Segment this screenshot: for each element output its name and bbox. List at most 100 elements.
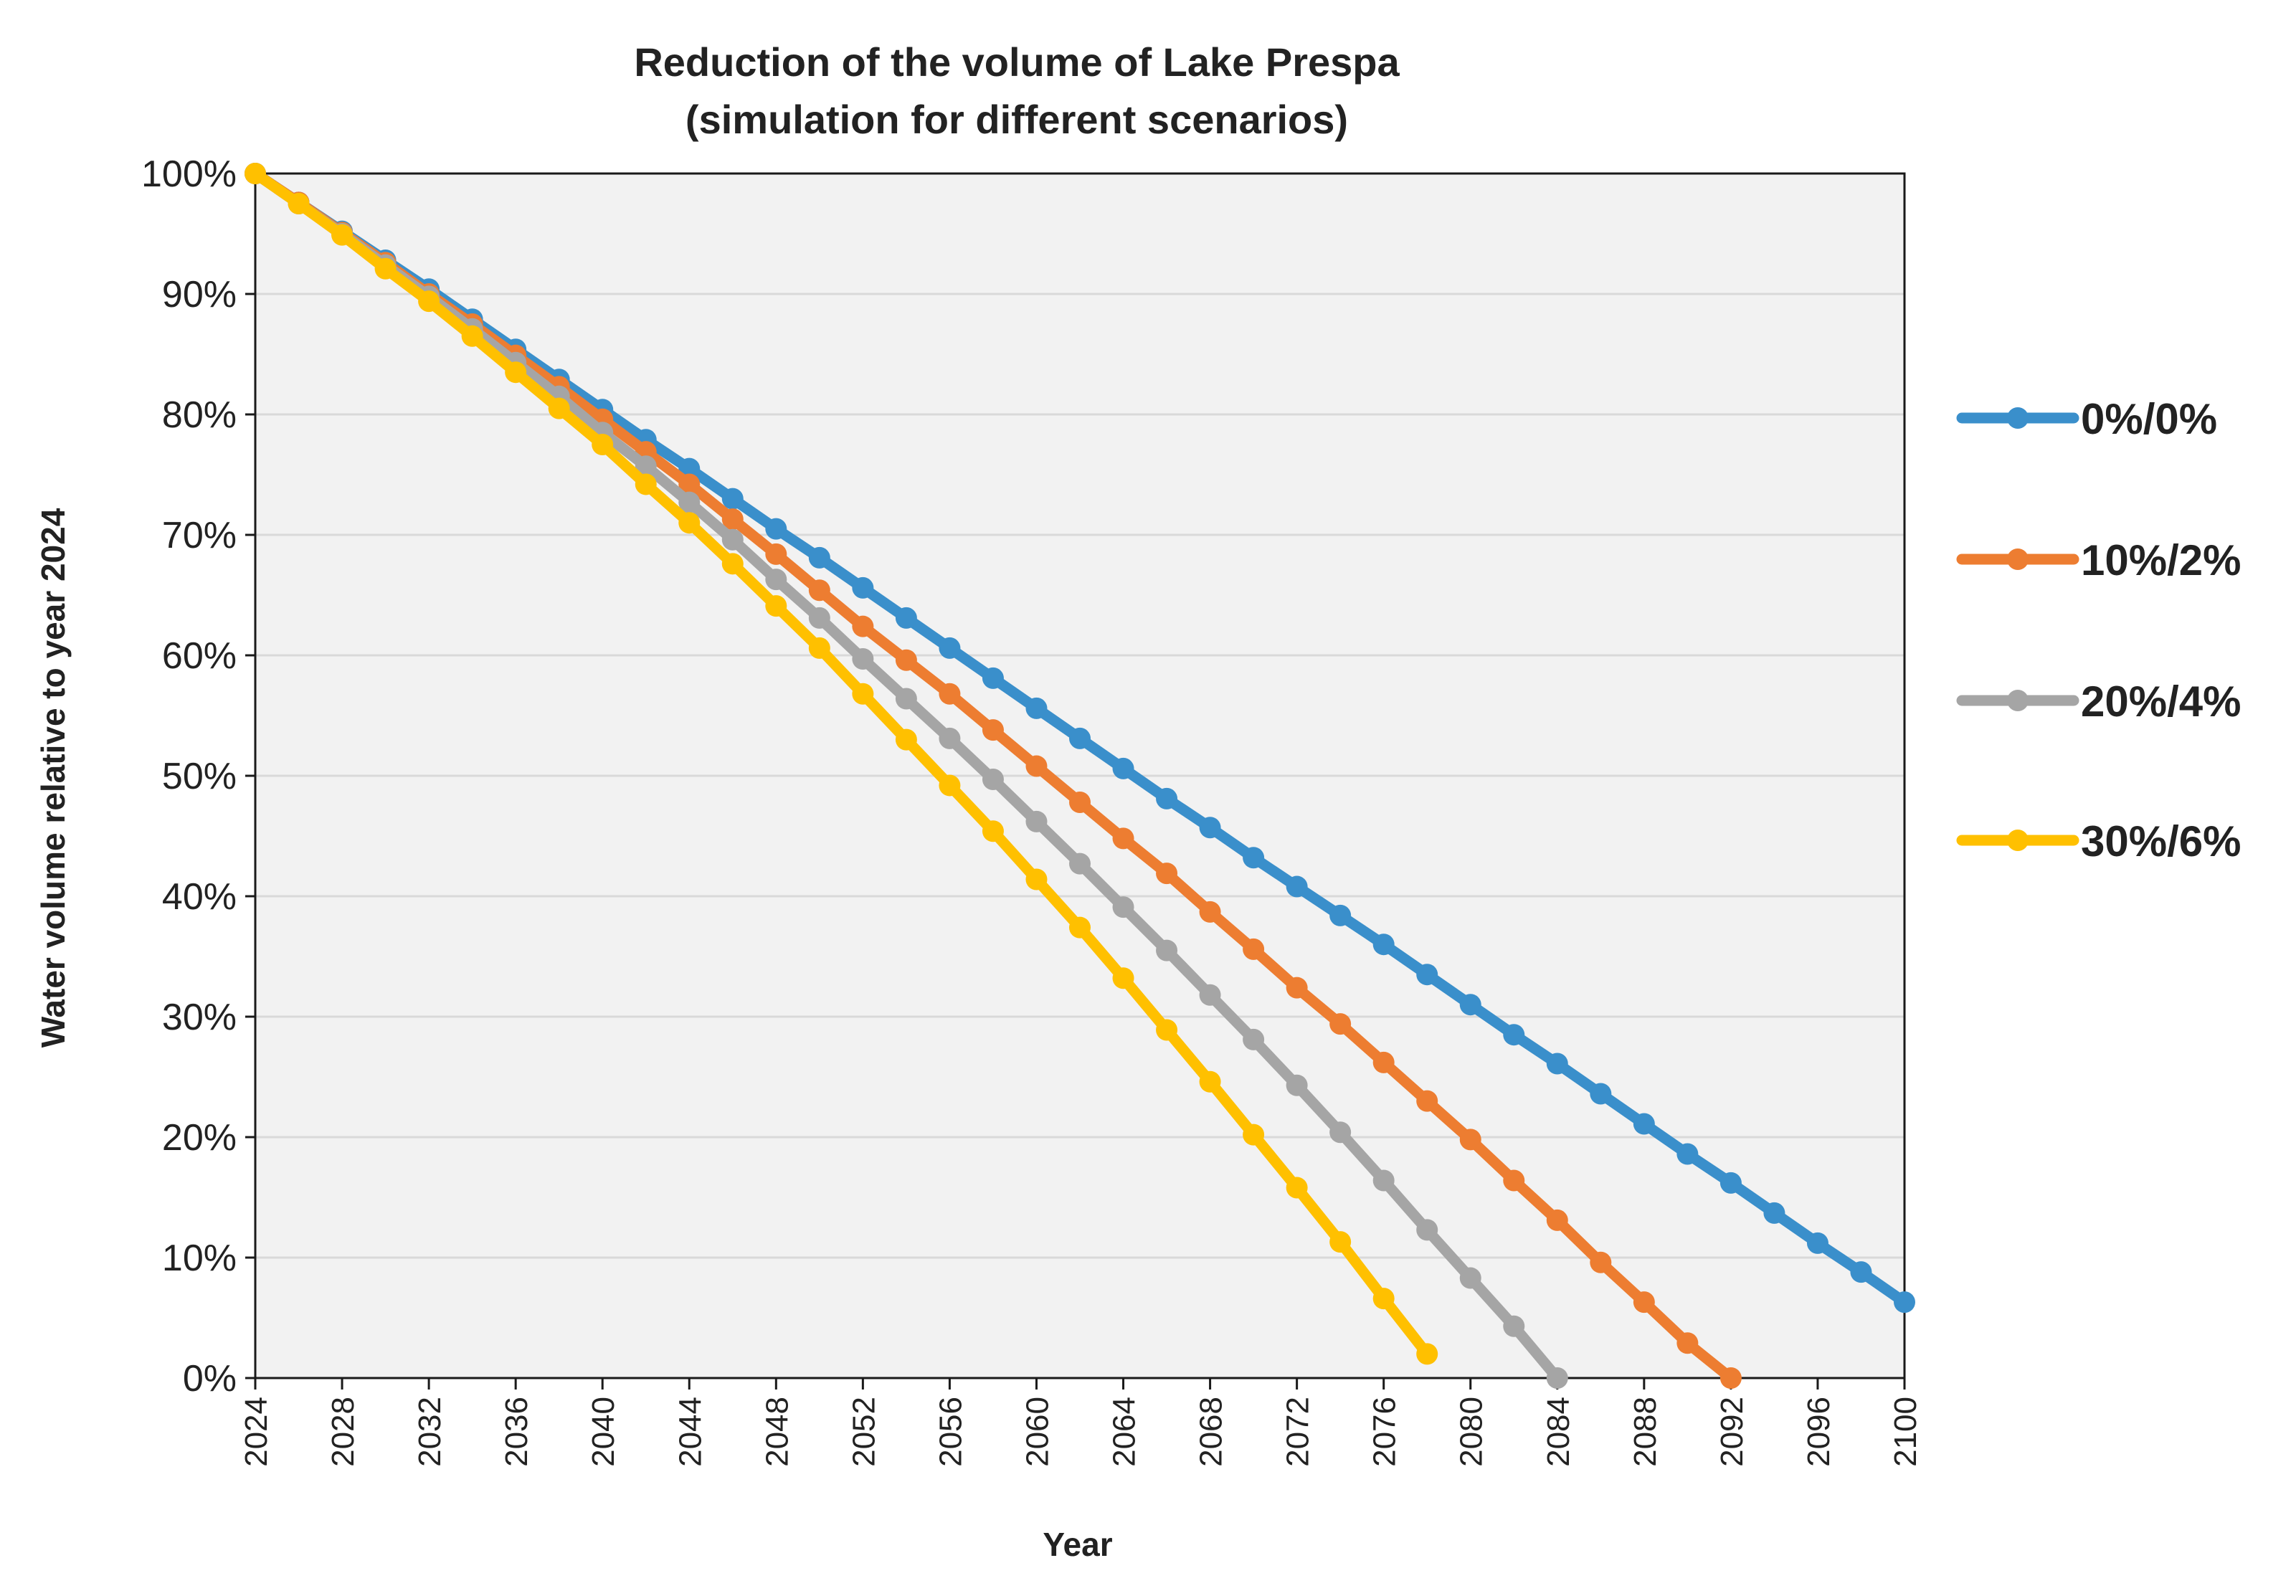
data-point xyxy=(852,683,874,705)
legend-item: 0%/0% xyxy=(1956,395,2217,443)
data-point xyxy=(808,579,830,602)
data-point xyxy=(765,518,787,540)
x-axis-ticks: 2024 2028 2032 2036 2040 2044 2048 2052 2056 2060… xyxy=(239,1378,1923,1467)
data-point xyxy=(808,607,830,629)
data-point xyxy=(678,473,701,495)
data-point xyxy=(1503,1315,1525,1337)
data-point xyxy=(1633,1113,1655,1135)
data-point xyxy=(939,727,961,749)
chart-title-line-2: (simulation for different scenarios) xyxy=(686,97,1348,142)
data-point xyxy=(1416,1090,1438,1112)
y-axis-title: Water volume relative to year 2024 xyxy=(34,508,72,1048)
data-point xyxy=(982,719,1004,741)
data-point xyxy=(721,488,744,510)
data-point xyxy=(461,325,483,347)
data-point xyxy=(765,543,787,565)
x-tick-label: 2072 xyxy=(1281,1397,1316,1467)
x-tick-label: 2088 xyxy=(1628,1397,1663,1467)
data-point xyxy=(418,290,440,313)
data-point xyxy=(895,688,917,710)
data-point xyxy=(1199,817,1221,839)
data-point xyxy=(374,257,397,280)
data-point xyxy=(808,546,830,569)
data-point xyxy=(635,455,657,478)
data-point xyxy=(1633,1291,1655,1314)
data-point xyxy=(1243,1028,1265,1050)
legend-label: 10%/2% xyxy=(2081,536,2241,584)
y-tick-label: 40% xyxy=(162,876,237,918)
data-point xyxy=(1676,1332,1699,1354)
data-point xyxy=(721,508,744,531)
data-point xyxy=(1156,863,1178,885)
x-axis-title: Year xyxy=(1043,1526,1112,1563)
x-tick-label: 2048 xyxy=(759,1397,794,1467)
legend-swatch-marker xyxy=(2007,690,2029,711)
x-tick-label: 2044 xyxy=(673,1397,708,1467)
y-tick-label: 90% xyxy=(162,274,237,315)
data-point xyxy=(1676,1143,1699,1165)
data-point xyxy=(635,473,657,495)
data-point xyxy=(1286,1074,1308,1096)
y-tick-label: 30% xyxy=(162,997,237,1038)
y-tick-label: 60% xyxy=(162,635,237,677)
data-point xyxy=(1546,1367,1568,1389)
legend-swatch-marker xyxy=(2007,548,2029,570)
data-point xyxy=(982,820,1004,842)
y-tick-label: 70% xyxy=(162,515,237,556)
data-point xyxy=(852,615,874,637)
x-tick-label: 2040 xyxy=(586,1397,621,1467)
y-tick-label: 0% xyxy=(183,1358,237,1400)
data-point xyxy=(1156,939,1178,961)
legend-label: 30%/6% xyxy=(2081,817,2241,865)
data-point xyxy=(1459,1129,1481,1151)
data-point xyxy=(1025,755,1048,777)
data-point xyxy=(548,397,570,419)
data-point xyxy=(1286,977,1308,999)
data-point xyxy=(1025,868,1048,890)
legend: 0%/0% 10%/2% 20%/4% 30%/6% xyxy=(1956,395,2241,865)
data-point xyxy=(1372,1051,1395,1073)
chart-title-line-1: Reduction of the volume of Lake Prespa xyxy=(634,39,1400,85)
data-point xyxy=(1329,1231,1352,1253)
x-tick-label: 2032 xyxy=(412,1397,447,1467)
series-3 xyxy=(245,163,1438,1365)
x-tick-label: 2080 xyxy=(1454,1397,1489,1467)
x-tick-label: 2084 xyxy=(1541,1397,1576,1467)
data-point xyxy=(895,607,917,629)
data-point xyxy=(1546,1209,1568,1231)
data-point xyxy=(1199,1070,1221,1093)
x-tick-label: 2056 xyxy=(933,1397,968,1467)
x-tick-label: 2100 xyxy=(1888,1397,1923,1467)
legend-item: 30%/6% xyxy=(1956,817,2241,865)
data-point xyxy=(1243,847,1265,869)
data-point xyxy=(1416,1343,1438,1365)
data-point xyxy=(1546,1053,1568,1075)
data-point xyxy=(808,637,830,659)
data-point xyxy=(895,728,917,751)
x-tick-label: 2052 xyxy=(846,1397,881,1467)
data-point xyxy=(1112,827,1134,850)
data-point xyxy=(982,769,1004,791)
data-point xyxy=(1763,1202,1785,1224)
data-point xyxy=(1112,757,1134,779)
data-point xyxy=(721,553,744,575)
x-tick-label: 2092 xyxy=(1714,1397,1750,1467)
data-point xyxy=(1372,1288,1395,1310)
data-point xyxy=(1069,727,1091,749)
data-point xyxy=(1069,791,1091,813)
legend-label: 0%/0% xyxy=(2081,395,2217,443)
x-tick-label: 2068 xyxy=(1194,1397,1229,1467)
data-point xyxy=(939,683,961,705)
data-point xyxy=(1199,984,1221,1006)
y-axis-ticks: 0% 10% 20% 30% 40% 50% 60% 70% 80% 90% 100% xyxy=(141,153,255,1400)
y-tick-label: 80% xyxy=(162,394,237,436)
legend-swatch-marker xyxy=(2007,830,2029,851)
data-point xyxy=(1416,964,1438,986)
data-point xyxy=(895,649,917,671)
data-point xyxy=(721,528,744,551)
data-point xyxy=(939,774,961,797)
x-tick-label: 2036 xyxy=(499,1397,534,1467)
series-line xyxy=(250,168,1433,1359)
